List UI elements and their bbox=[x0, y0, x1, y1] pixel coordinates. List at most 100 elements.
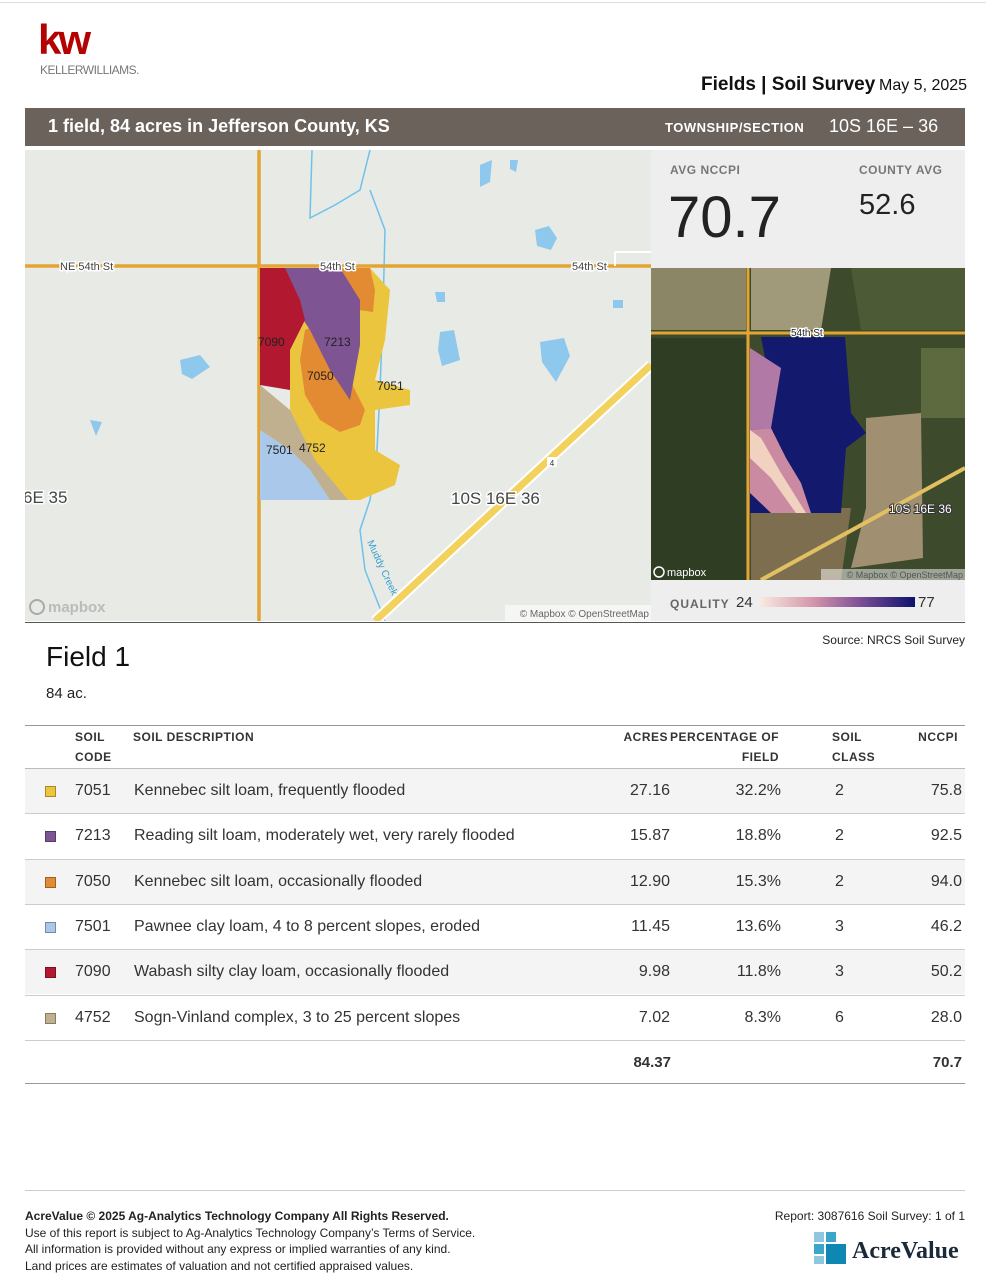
footer-line: All information is provided without any … bbox=[25, 1242, 451, 1256]
quality-label: QUALITY bbox=[670, 597, 730, 611]
report-title: Fields | Soil Survey bbox=[701, 74, 876, 95]
row-rule bbox=[25, 903, 965, 905]
column-header: FIELD bbox=[741, 750, 779, 764]
banner-summary: 1 field, 84 acres in Jefferson County, K… bbox=[48, 116, 390, 136]
mapbox-icon bbox=[653, 566, 665, 578]
quality-max: 77 bbox=[918, 594, 935, 611]
stats-panel bbox=[651, 150, 965, 268]
quality-min: 24 bbox=[736, 594, 753, 611]
row-rule bbox=[25, 994, 965, 996]
table-cell: 50.2 bbox=[930, 963, 962, 981]
total-cell: 70.7 bbox=[932, 1053, 962, 1071]
table-cell: 46.2 bbox=[930, 917, 962, 935]
row-rule bbox=[25, 813, 965, 815]
field-acres: 84 ac. bbox=[46, 685, 87, 702]
table-cell: 7050 bbox=[75, 872, 111, 890]
attribution-bg bbox=[821, 569, 965, 580]
table-cell: 18.8% bbox=[735, 827, 781, 845]
road bbox=[614, 251, 651, 266]
table-cell: 15.3% bbox=[735, 872, 781, 890]
footer-line: Use of this report is subject to Ag-Anal… bbox=[25, 1226, 476, 1240]
mapbox-icon bbox=[29, 599, 45, 615]
table-cell: 11.8% bbox=[736, 963, 781, 981]
table-cell: 11.45 bbox=[631, 917, 670, 935]
township-value: 10S 16E – 36 bbox=[829, 116, 939, 136]
report-date: May 5, 2025 bbox=[879, 77, 968, 94]
terrain bbox=[651, 268, 965, 580]
row-rule bbox=[25, 858, 965, 860]
table-cell: Reading silt loam, moderately wet, very … bbox=[134, 827, 515, 845]
quality-overlay bbox=[750, 337, 866, 513]
soil-swatch bbox=[45, 1012, 56, 1024]
table-cell: 94.0 bbox=[930, 872, 962, 890]
table-cell: 7051 bbox=[75, 782, 111, 799]
soil-label: 4752 bbox=[299, 441, 326, 455]
table-cell: 7.02 bbox=[638, 1008, 670, 1026]
soil-label: 7051 bbox=[377, 379, 404, 393]
soil-label: 7050 bbox=[307, 369, 334, 383]
column-header: SOIL bbox=[75, 730, 106, 744]
table-rule bbox=[25, 725, 965, 726]
table-cell: 28.0 bbox=[930, 1008, 962, 1026]
road-label: 54th St bbox=[572, 261, 607, 273]
highway bbox=[760, 466, 965, 580]
table-cell: Kennebec silt loam, occasionally flooded bbox=[134, 872, 423, 890]
section-label: 6E 35 bbox=[25, 488, 67, 507]
attribution: © Mapbox © OpenStreetMap bbox=[847, 570, 963, 580]
table-cell: 2 bbox=[835, 827, 844, 845]
road-label: NE 54th St bbox=[60, 261, 113, 273]
column-header: CODE bbox=[75, 750, 112, 764]
total-cell: 84.37 bbox=[633, 1053, 671, 1071]
row-background bbox=[25, 769, 965, 814]
column-header: SOIL DESCRIPTION bbox=[133, 730, 255, 744]
table-cell: 7501 bbox=[75, 917, 111, 935]
soil-polygons bbox=[260, 268, 410, 500]
soil-labels: 7090 7213 7050 7051 7501 4752 bbox=[258, 335, 404, 457]
table-cell: 32.2% bbox=[735, 782, 781, 799]
soil-label: 7213 bbox=[324, 335, 351, 349]
banner bbox=[25, 108, 965, 146]
logo-initials: kw bbox=[38, 16, 91, 63]
acrevalue-brand: AcreValue bbox=[852, 1238, 959, 1264]
rule bbox=[25, 622, 965, 623]
soil-swatch bbox=[45, 921, 56, 933]
column-header: ACRES bbox=[623, 730, 668, 744]
road-label: 54th St bbox=[320, 261, 355, 273]
section-label: 10S 16E 36 bbox=[451, 489, 540, 508]
table-cell: 7090 bbox=[75, 963, 111, 981]
avg-value: 70.7 bbox=[668, 185, 781, 250]
table-rule bbox=[25, 1082, 965, 1084]
table-cell: Wabash silty clay loam, occasionally flo… bbox=[134, 963, 450, 981]
footer-copyright: AcreValue © 2025 Ag-Analytics Technology… bbox=[25, 1209, 449, 1223]
table-cell: 3 bbox=[835, 917, 844, 935]
soil-swatch bbox=[45, 786, 56, 797]
table-cell: 9.98 bbox=[638, 963, 670, 981]
road-label: 54th St bbox=[791, 328, 823, 339]
mapbox-brand: mapbox bbox=[667, 567, 707, 579]
column-header: SOIL bbox=[832, 730, 863, 744]
table-cell: 75.8 bbox=[930, 782, 962, 799]
top-rule bbox=[0, 2, 986, 3]
table-cell: 15.87 bbox=[629, 827, 670, 845]
column-header: CLASS bbox=[832, 750, 876, 764]
source: Source: NRCS Soil Survey bbox=[822, 633, 965, 647]
table-rule bbox=[25, 768, 965, 769]
quality-gradient bbox=[760, 597, 915, 607]
attribution-bg bbox=[505, 605, 651, 621]
table-cell: 4752 bbox=[75, 1008, 111, 1026]
row-background bbox=[25, 859, 965, 904]
footer-rule bbox=[25, 1190, 965, 1191]
logo-name: KELLERWILLIAMS. bbox=[40, 63, 140, 77]
table-cell: 3 bbox=[835, 963, 844, 981]
route-number: 4 bbox=[550, 459, 555, 468]
highway bbox=[372, 362, 651, 621]
table-cell: Kennebec silt loam, frequently flooded bbox=[134, 782, 406, 799]
mapbox-brand: mapbox bbox=[48, 599, 106, 616]
county-label: COUNTY AVG bbox=[859, 163, 943, 177]
field-name: Field 1 bbox=[46, 641, 131, 672]
creek bbox=[309, 150, 386, 621]
row-background bbox=[25, 950, 965, 995]
soil-label: 7090 bbox=[258, 335, 285, 349]
table-cell: 92.5 bbox=[930, 827, 962, 845]
